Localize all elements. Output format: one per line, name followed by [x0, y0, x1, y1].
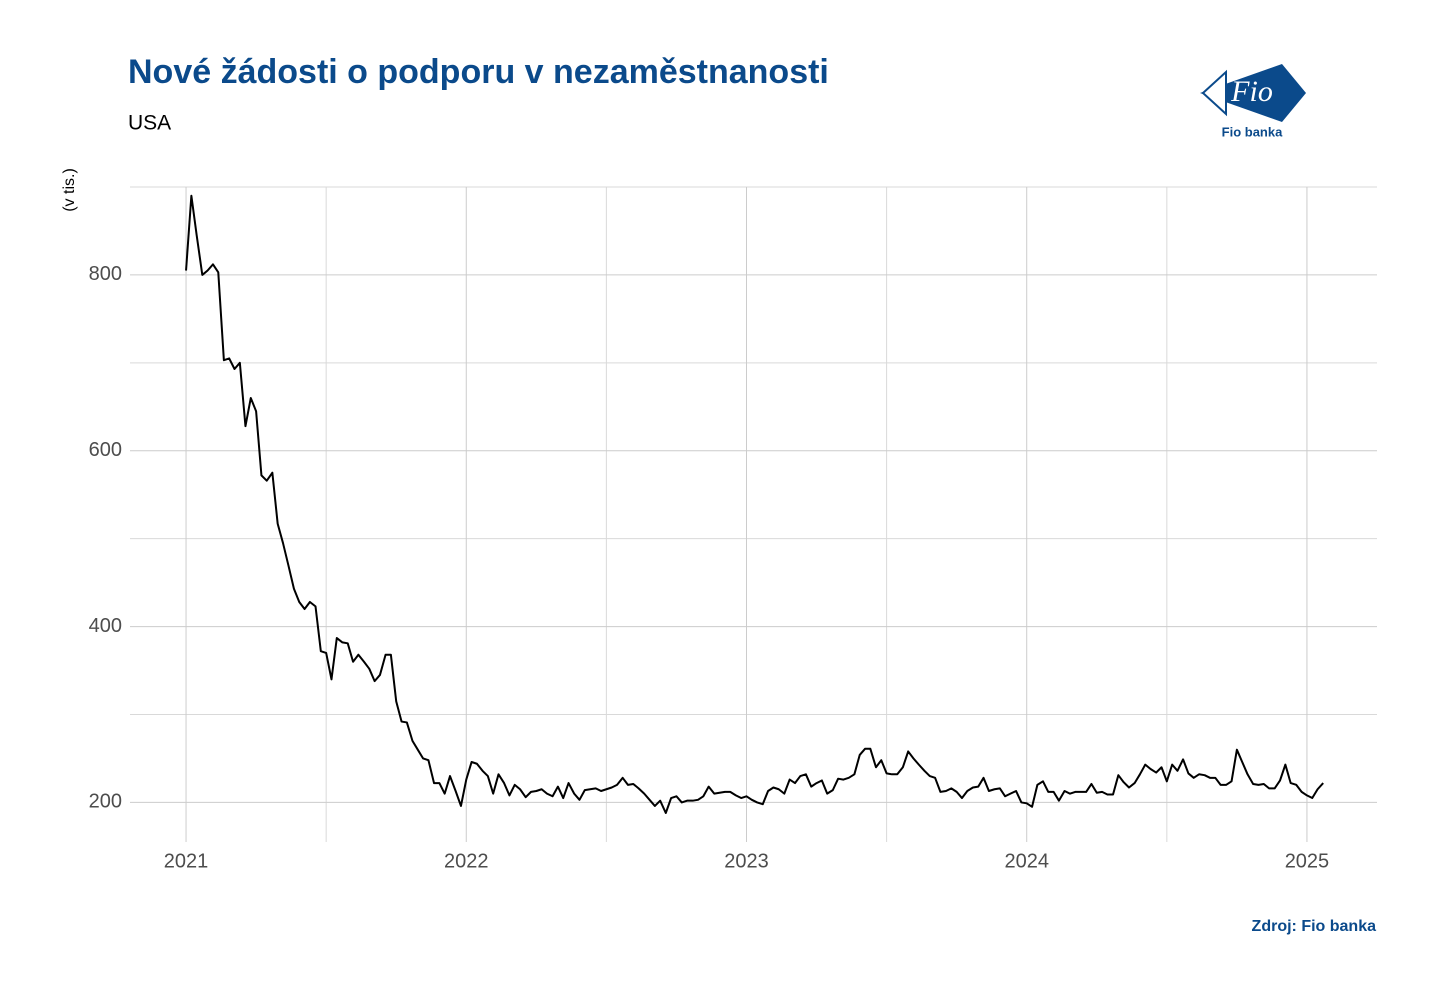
logo-mark: Fio — [1230, 75, 1273, 108]
y-tick-label: 200 — [89, 791, 122, 813]
chart-subtitle: USA — [128, 112, 171, 135]
x-tick-label: 2021 — [164, 850, 209, 872]
y-axis-label: (v tis.) — [61, 168, 78, 212]
x-tick-label: 2022 — [444, 850, 489, 872]
y-tick-label: 600 — [89, 439, 122, 461]
logo-shape — [1200, 64, 1306, 122]
x-tick-label: 2023 — [724, 850, 769, 872]
x-tick-label: 2025 — [1285, 850, 1330, 872]
source: Zdroj: Fio banka — [1252, 918, 1377, 935]
logo: Fio Fio banka — [1200, 64, 1306, 139]
chart-title: Nové žádosti o podporu v nezaměstnanosti — [128, 53, 829, 91]
logo-shape — [1201, 69, 1227, 117]
logo-name: Fio banka — [1222, 124, 1283, 139]
y-tick-label: 800 — [89, 263, 122, 285]
y-tick-label: 400 — [89, 615, 122, 637]
x-tick-label: 2024 — [1004, 850, 1049, 872]
data-line — [185, 194, 1324, 814]
